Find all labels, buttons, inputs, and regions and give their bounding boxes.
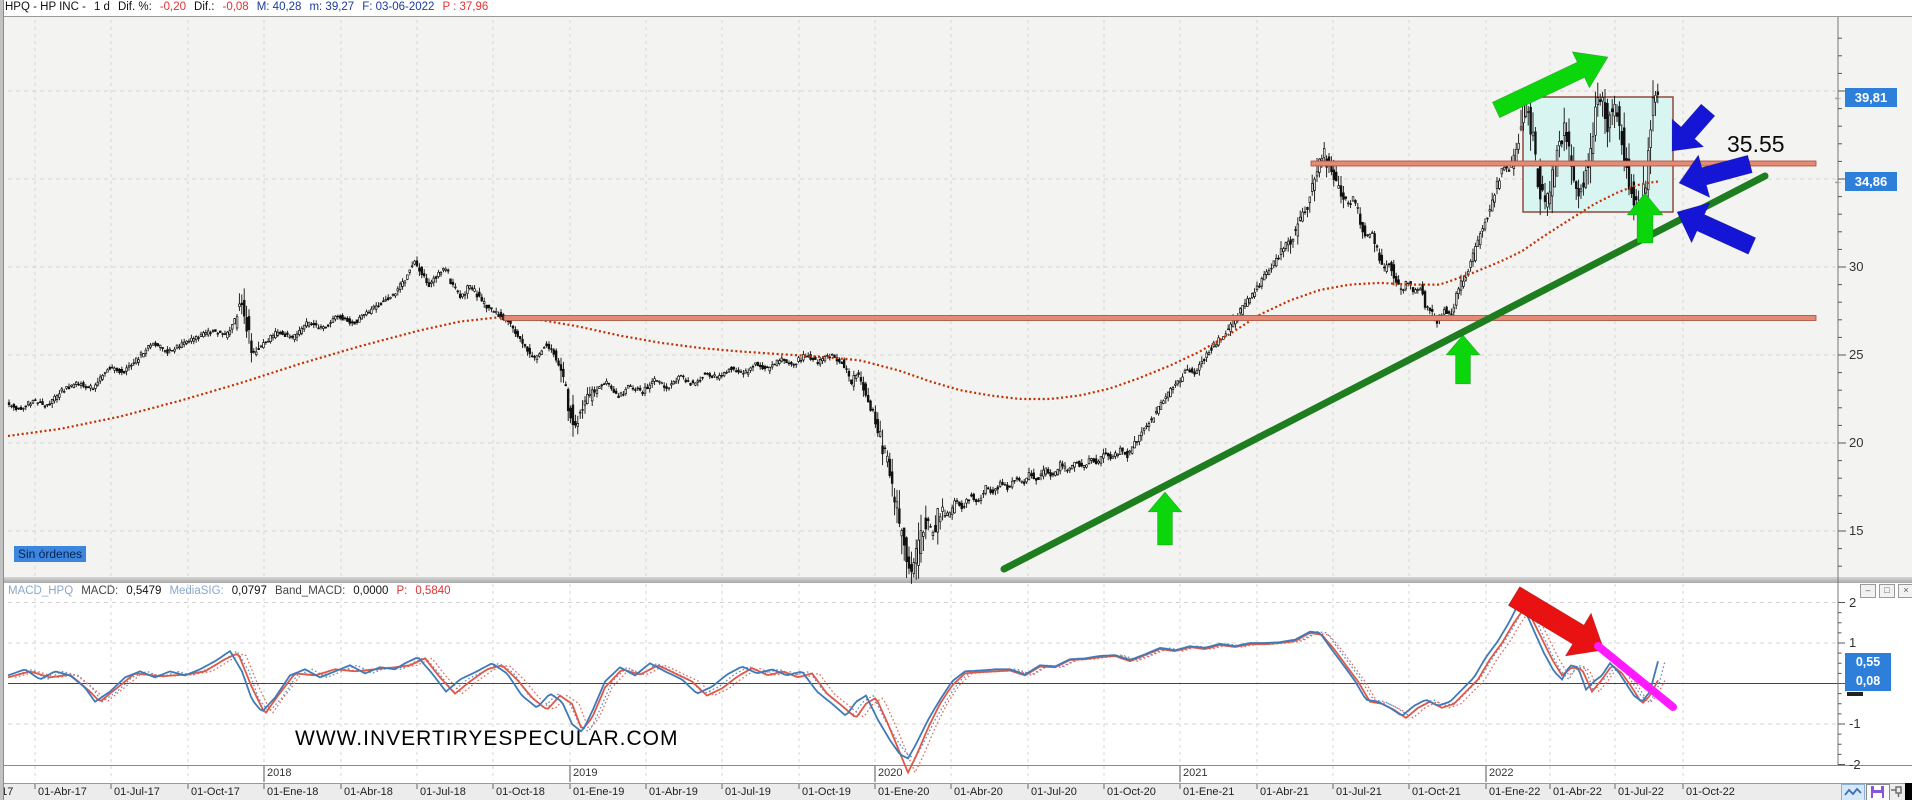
x-axis-tick-label: 01-Jul-20: [1031, 786, 1077, 798]
chart-title-bar: HPQ - HP INC - 1 d Dif. %: -0,20 Dif.: -0,08 M…: [0, 0, 1912, 17]
year-label: 2022: [1489, 767, 1514, 779]
year-label: 2018: [267, 767, 292, 779]
macd-indicator-header: MACD_HPQ MACD: 0,5479 MediaSIG: 0,0797 Band_M…: [8, 585, 459, 597]
x-axis-tick-label: 01-Oct-17: [191, 786, 240, 798]
macd-axis-label: 2: [1849, 594, 1857, 610]
x-axis-tick-label: 01-Jul-19: [725, 786, 771, 798]
macd-header-segment-3: 0,5479: [126, 585, 162, 597]
x-axis-tick-label: 01-Jul-17: [114, 786, 160, 798]
x-axis-tick-label: 01-Ene-20: [878, 786, 930, 798]
title-segment-8: m: 39,27: [309, 1, 355, 13]
title-segment-7: M: 40,28: [256, 1, 302, 13]
moving-average-badge: 34,86: [1845, 172, 1897, 191]
price-axis-label: 15: [1849, 523, 1864, 538]
price-axis-label: 20: [1849, 435, 1864, 450]
last-price-pointer-icon: ←: [1833, 92, 1843, 103]
macd-header-segment-1: MACD_HPQ: [8, 585, 74, 597]
x-axis-tick-label: 01-Abr-18: [344, 786, 393, 798]
macd-axis-label: 1: [1849, 635, 1857, 650]
x-axis-tick-label: 01-Oct-22: [1686, 786, 1735, 798]
macd-axis-label: -1: [1849, 716, 1861, 731]
x-axis-tick-label: 01-Abr-17: [38, 786, 87, 798]
x-axis-tick-label: 01-Ene-22: [1489, 786, 1541, 798]
x-axis-tick-label: 01-Abr-20: [954, 786, 1003, 798]
title-segment-10: P : 37,96: [442, 1, 489, 13]
save-icon[interactable]: [1866, 784, 1890, 800]
year-label: 2019: [573, 767, 598, 779]
title-segment-9: F: 03-06-2022: [362, 1, 435, 13]
price-axis-label: 30: [1849, 259, 1864, 274]
x-axis-tick-label: 01-Ene-18: [267, 786, 319, 798]
indicator-wave-icon[interactable]: [1841, 784, 1865, 800]
resistance-level-label: 35.55: [1727, 131, 1785, 157]
title-segment-3: Dif. %:: [117, 1, 152, 13]
title-segment-1: HPQ - HP INC -: [5, 1, 86, 13]
x-axis-tick-label: 01-Oct-18: [496, 786, 545, 798]
macd-header-segment-5: 0,0797: [231, 585, 267, 597]
date-axis-strip[interactable]: [0, 783, 1912, 800]
macd-pane-window-controls: – □ ×: [1860, 584, 1912, 598]
macd-signal-badge: 0,08: [1845, 672, 1891, 691]
macd-band-marker: [1847, 692, 1863, 696]
macd-value-badge: 0,55: [1845, 653, 1891, 672]
x-axis-tick-label: 01-Jul-22: [1618, 786, 1664, 798]
macd-header-segment-7: 0,0000: [353, 585, 389, 597]
close-button[interactable]: ×: [1898, 584, 1912, 598]
x-axis-tick-label: 01-Jul-21: [1336, 786, 1382, 798]
macd-header-segment-2: MACD:: [81, 585, 119, 597]
resize-corner[interactable]: [1905, 783, 1912, 800]
title-segment-5: Dif.:: [194, 1, 215, 13]
moving-average-pointer-icon: ←: [1833, 176, 1843, 187]
year-label: 2020: [878, 767, 903, 779]
year-label: 2021: [1183, 767, 1208, 779]
title-segment-6: -0,08: [222, 1, 249, 13]
title-segment-2: 1 d: [93, 1, 110, 13]
macd-header-segment-4: MediaSIG:: [169, 585, 224, 597]
minimize-button[interactable]: –: [1860, 584, 1876, 598]
title-segment-4: -0,20: [159, 1, 187, 13]
window-left-border: [0, 0, 4, 800]
x-axis-tick-label: 01-Abr-21: [1260, 786, 1309, 798]
no-orders-tooltip: Sin órdenes: [14, 546, 87, 562]
pin-icon[interactable]: [1890, 784, 1904, 799]
x-axis-tick-label: 01-Oct-21: [1412, 786, 1461, 798]
x-axis-tick-label: 01-Jul-18: [420, 786, 466, 798]
macd-header-segment-8: P:: [396, 585, 408, 597]
price-axis-label: 25: [1849, 347, 1864, 362]
x-axis-tick-label: 01-Abr-22: [1553, 786, 1602, 798]
watermark-text: WWW.INVERTIRYESPECULAR.COM: [295, 727, 679, 750]
macd-axis-label: -2: [1849, 756, 1861, 772]
restore-button[interactable]: □: [1879, 584, 1895, 598]
macd-header-segment-6: Band_MACD:: [274, 585, 346, 597]
x-axis-tick-label: 01-Oct-20: [1107, 786, 1156, 798]
x-axis-tick-label: 01-Oct-19: [802, 786, 851, 798]
macd-header-segment-9: 0,5840: [415, 585, 451, 597]
x-axis-tick-label: 01-Ene-21: [1183, 786, 1235, 798]
last-price-badge: 39,81: [1845, 88, 1897, 107]
x-axis-tick-label: 01-Abr-19: [649, 786, 698, 798]
x-axis-tick-label: 01-Ene-19: [573, 786, 625, 798]
